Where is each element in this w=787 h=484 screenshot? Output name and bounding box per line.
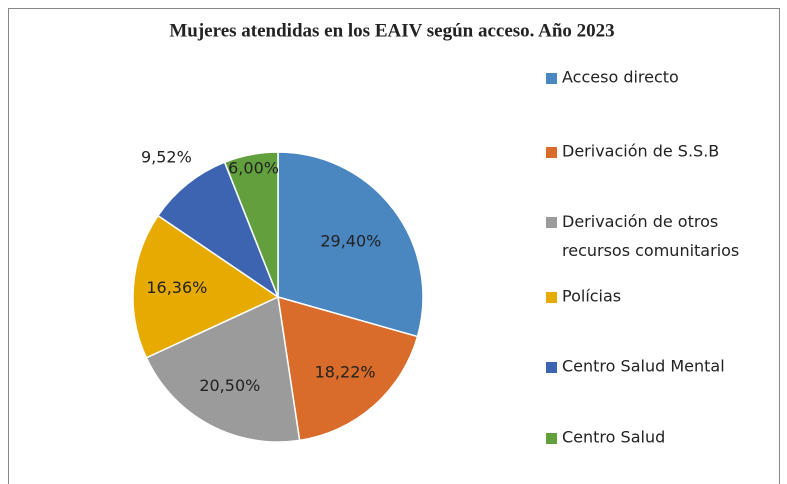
legend-label: Centro Salud Mental: [562, 357, 725, 376]
legend-swatch: [546, 73, 557, 84]
pie-slice: [156, 161, 280, 299]
chart-title: Mujeres atendidas en los EAIV según acce…: [169, 20, 614, 41]
legend-label: Polícias: [562, 287, 621, 306]
data-label: 29,40%: [320, 231, 381, 250]
legend-swatch: [546, 292, 557, 303]
legend-label: Derivación de otros recursos comunitarios: [562, 212, 739, 260]
legend-label: Derivación de S.S.B: [562, 142, 719, 161]
pie-slice: [223, 151, 279, 298]
legend-label: Acceso directo: [562, 68, 679, 87]
data-label: 18,22%: [315, 363, 376, 382]
legend-swatch: [546, 362, 557, 373]
data-label: 20,50%: [199, 376, 260, 395]
legend-swatch: [546, 433, 557, 444]
pie-slice: [277, 295, 419, 442]
pie-slice: [132, 214, 280, 359]
data-label: 6,00%: [228, 158, 279, 177]
pie-slice: [145, 295, 301, 443]
data-label: 9,52%: [141, 147, 192, 166]
legend-label: Centro Salud: [562, 428, 665, 447]
pie-slice: [277, 151, 424, 338]
data-label: 16,36%: [146, 278, 207, 297]
legend-swatch: [546, 147, 557, 158]
chart-border: [8, 8, 780, 484]
legend-swatch: [546, 217, 557, 228]
